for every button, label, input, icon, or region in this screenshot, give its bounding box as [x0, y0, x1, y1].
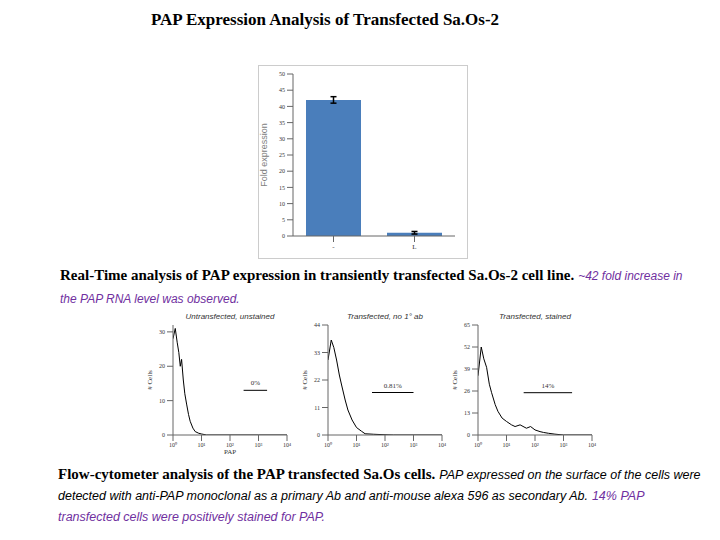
html-text:Flow-cytometer analysis of the: Flow-cytometer analysis of the PAP trans…: [58, 466, 701, 524]
svg-text:25: 25: [279, 152, 285, 158]
svg-text:30: 30: [159, 329, 165, 335]
svg-text:10⁰: 10⁰: [169, 441, 177, 448]
svg-text:0: 0: [467, 432, 470, 438]
svg-text:-: -: [332, 243, 335, 251]
svg-text:20: 20: [159, 363, 165, 369]
svg-text:11: 11: [314, 405, 320, 411]
svg-text:0: 0: [282, 233, 285, 239]
svg-text:22: 22: [314, 377, 320, 383]
html-text:Transfected, no 1° ab: Transfected, no 1° ab: [347, 312, 423, 321]
svg-text:10⁴: 10⁴: [588, 442, 596, 448]
svg-text:10²: 10²: [531, 442, 539, 448]
svg-text:65: 65: [464, 322, 470, 328]
svg-text:40: 40: [279, 104, 285, 110]
svg-text:0.81%: 0.81%: [384, 382, 402, 390]
svg-text:35: 35: [279, 120, 285, 126]
svg-text:10⁴: 10⁴: [283, 442, 291, 448]
svg-text:Fold expression: Fold expression: [259, 123, 269, 187]
svg-text:10⁰: 10⁰: [324, 441, 332, 448]
svg-text:PAP: PAP: [224, 448, 236, 456]
svg-text:39: 39: [464, 366, 470, 372]
svg-text:0: 0: [162, 432, 165, 438]
svg-text:0%: 0%: [251, 379, 261, 387]
html-text:PAP Expression Analysis of Tra: PAP Expression Analysis of Transfected S…: [150, 10, 500, 29]
svg-text:5: 5: [282, 217, 285, 223]
svg-text:10⁰: 10⁰: [474, 441, 482, 448]
svg-text:26: 26: [464, 388, 470, 394]
svg-text:10: 10: [159, 398, 165, 404]
svg-text:10³: 10³: [560, 442, 568, 448]
html-text:Untransfected, unstained: Untransfected, unstained: [185, 312, 275, 321]
svg-text:10³: 10³: [255, 442, 263, 448]
svg-text:# Cells: # Cells: [451, 370, 459, 390]
svg-text:10²: 10²: [381, 442, 389, 448]
svg-text:14%: 14%: [541, 382, 554, 390]
svg-text:33: 33: [314, 350, 320, 356]
svg-text:13: 13: [464, 410, 470, 416]
svg-text:10¹: 10¹: [503, 442, 511, 448]
svg-text:L: L: [412, 243, 416, 251]
html-text:Transfected, stained: Transfected, stained: [499, 312, 571, 321]
svg-text:52: 52: [464, 344, 470, 350]
svg-text:44: 44: [314, 322, 320, 328]
svg-text:# Cells: # Cells: [146, 370, 154, 390]
svg-text:10²: 10²: [226, 442, 234, 449]
svg-text:10: 10: [279, 201, 285, 207]
svg-text:10⁴: 10⁴: [438, 442, 446, 448]
svg-text:# Cells: # Cells: [301, 370, 309, 390]
svg-text:30: 30: [279, 136, 285, 142]
svg-text:10¹: 10¹: [198, 442, 206, 448]
svg-text:0: 0: [317, 432, 320, 438]
svg-text:20: 20: [279, 168, 285, 174]
svg-text:10³: 10³: [410, 442, 418, 448]
svg-text:45: 45: [279, 87, 285, 93]
svg-text:15: 15: [279, 185, 285, 191]
html-text:Real-Time analysis of PAP expr: Real-Time analysis of PAP expression in …: [60, 267, 683, 306]
svg-text:50: 50: [279, 71, 285, 77]
svg-text:10¹: 10¹: [353, 442, 361, 448]
